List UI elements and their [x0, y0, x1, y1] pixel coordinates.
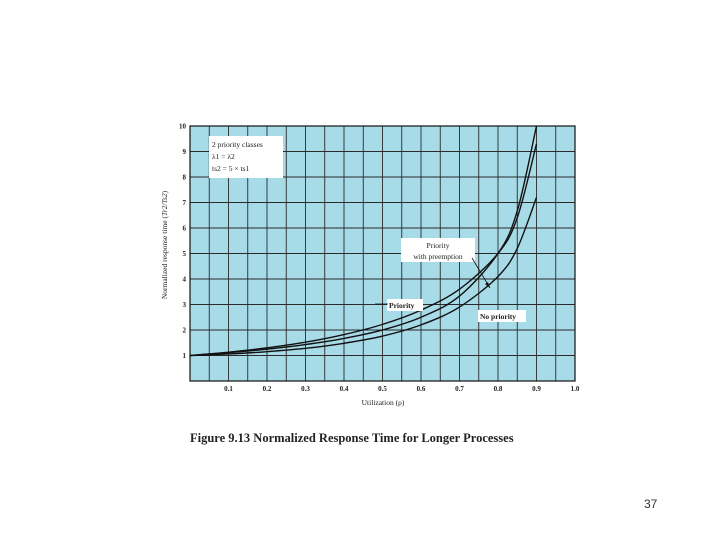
annotation-preempt-line1: Priority	[427, 241, 450, 250]
series-lines	[189, 125, 538, 357]
x-tick-label: 0.1	[224, 385, 233, 393]
annotation-preempt-arrowhead	[485, 282, 490, 288]
y-tick-label: 10	[179, 123, 187, 131]
legend-line-3: ts2 = 5 × ts1	[212, 164, 249, 173]
x-tick-label: 0.3	[301, 385, 310, 393]
y-tick-label: 4	[183, 276, 187, 284]
annotation-priority-preemption: Priority with preemption	[401, 238, 491, 289]
x-tick-label: 0.5	[378, 385, 387, 393]
figure-caption: Figure 9.13 Normalized Response Time for…	[190, 431, 514, 445]
x-tick-label: 0.9	[532, 385, 541, 393]
x-tick-label: 1.0	[571, 385, 580, 393]
y-tick-label: 9	[183, 148, 187, 156]
legend-line-1: 2 priority classes	[212, 140, 263, 149]
legend-line-2: λ1 = λ2	[212, 152, 235, 161]
annotation-priority-bg	[387, 299, 423, 311]
y-tick-label: 2	[183, 327, 187, 335]
x-tick-label: 0.7	[455, 385, 464, 393]
series-line-no-priority	[189, 125, 538, 357]
y-axis-label-main: Normalized response time (	[160, 216, 169, 300]
y-tick-label: 6	[183, 225, 187, 233]
annotation-preempt-line2: with preemption	[413, 252, 463, 261]
plot-frame	[189, 125, 576, 382]
y-tick-label: 1	[183, 352, 187, 360]
annotation-no-priority-label: No priority	[480, 312, 516, 321]
x-tick-label: 0.2	[263, 385, 272, 393]
y-axis-label: Normalized response time (Tr2/Ts2)	[160, 190, 169, 299]
annotation-priority: Priority	[375, 299, 423, 311]
x-tick-label: 0.6	[417, 385, 426, 393]
x-axis-label: Utilization (ρ)	[362, 398, 405, 407]
annotation-no-priority-bg	[478, 310, 526, 322]
y-tick-label: 7	[183, 199, 187, 207]
y-tick-label: 5	[183, 250, 187, 258]
annotation-priority-label: Priority	[389, 301, 415, 310]
annotation-no-priority: No priority	[478, 310, 526, 322]
y-axis-label-math: Tr2/Ts2	[160, 193, 169, 216]
x-tick-label: 0.4	[340, 385, 349, 393]
y-axis-label-close: )	[160, 190, 169, 193]
x-axis-ticks: 0.1 0.2 0.3 0.4 0.5 0.6 0.7 0.8 0.9 1.0	[224, 385, 580, 393]
slide-number: 37	[644, 497, 658, 511]
y-axis-ticks: 1 2 3 4 5 6 7 8 9 10	[179, 123, 187, 361]
annotation-preempt-bg	[401, 238, 475, 262]
y-tick-label: 3	[183, 301, 187, 309]
x-tick-label: 0.8	[494, 385, 503, 393]
series-line-priority	[189, 143, 538, 357]
series-line-priority-with-preemption	[189, 197, 538, 357]
y-tick-label: 8	[183, 174, 187, 182]
legend-box-bg	[209, 136, 283, 178]
legend-box: 2 priority classes λ1 = λ2 ts2 = 5 × ts1	[209, 136, 283, 178]
